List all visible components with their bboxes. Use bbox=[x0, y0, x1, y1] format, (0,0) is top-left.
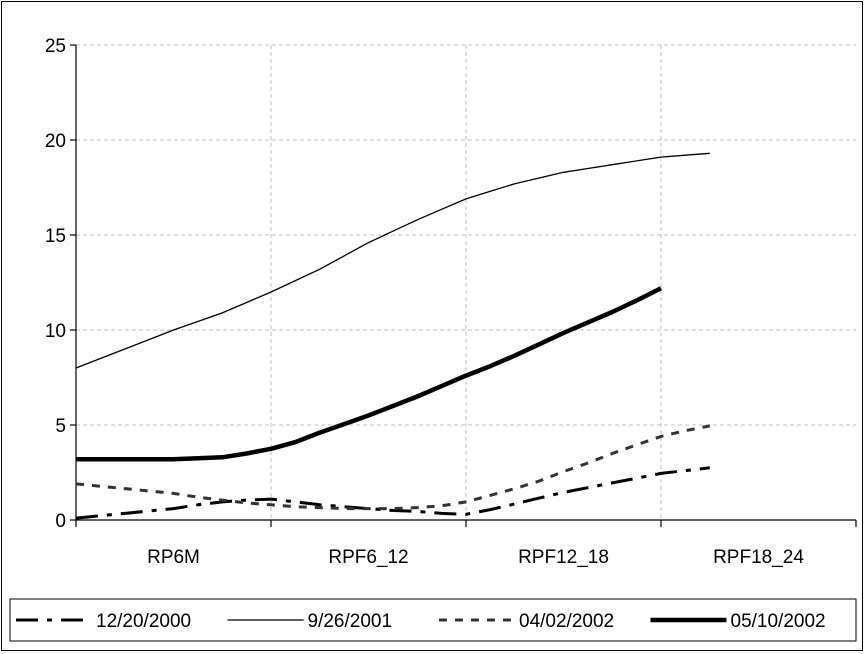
x-tick-label: RPF6_12 bbox=[328, 547, 408, 568]
y-tick-label: 5 bbox=[55, 416, 66, 437]
x-tick-label: RPF18_24 bbox=[713, 547, 804, 568]
legend-label: 9/26/2001 bbox=[308, 611, 393, 632]
y-tick-label: 25 bbox=[45, 36, 66, 57]
series-line bbox=[75, 466, 710, 520]
y-tick-label: 20 bbox=[45, 131, 66, 152]
legend-label: 05/10/2002 bbox=[731, 611, 826, 632]
x-tick-label: RPF12_18 bbox=[518, 547, 609, 568]
y-tick-label: 15 bbox=[45, 226, 66, 247]
series-line bbox=[76, 286, 663, 462]
y-tick-label: 0 bbox=[55, 511, 66, 532]
series-line bbox=[75, 152, 710, 369]
legend-label: 04/02/2002 bbox=[519, 611, 614, 632]
y-tick-label: 10 bbox=[45, 321, 66, 342]
series-line bbox=[75, 424, 711, 511]
x-tick-label: RP6M bbox=[147, 547, 200, 568]
legend-label: 12/20/2000 bbox=[96, 611, 191, 632]
